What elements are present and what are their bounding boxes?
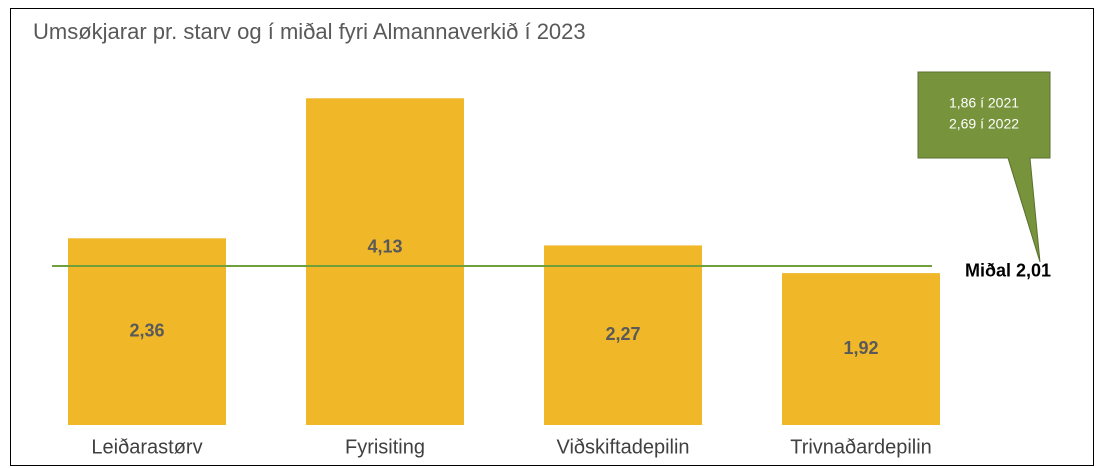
bar	[68, 238, 226, 425]
value-label: 4,13	[367, 237, 402, 257]
average-label: Miðal 2,01	[965, 261, 1051, 281]
x-tick-label: Fyrisiting	[345, 436, 425, 458]
bar	[544, 245, 702, 425]
callout-text: 2,69 í 2022	[949, 116, 1019, 132]
x-tick-label: Leiðarastørv	[91, 436, 202, 458]
bar	[306, 98, 464, 425]
value-label: 2,27	[605, 324, 640, 344]
value-label: 2,36	[129, 320, 164, 340]
callout	[917, 71, 1051, 263]
value-label: 1,92	[843, 338, 878, 358]
x-tick-label: Viðskiftadepilin	[556, 436, 689, 458]
bar	[782, 273, 940, 425]
chart-title: Umsøkjarar pr. starv og í miðal fyri Alm…	[33, 19, 586, 44]
callout-text: 1,86 í 2021	[949, 95, 1019, 111]
x-tick-label: Trivnaðardepilin	[790, 436, 932, 458]
